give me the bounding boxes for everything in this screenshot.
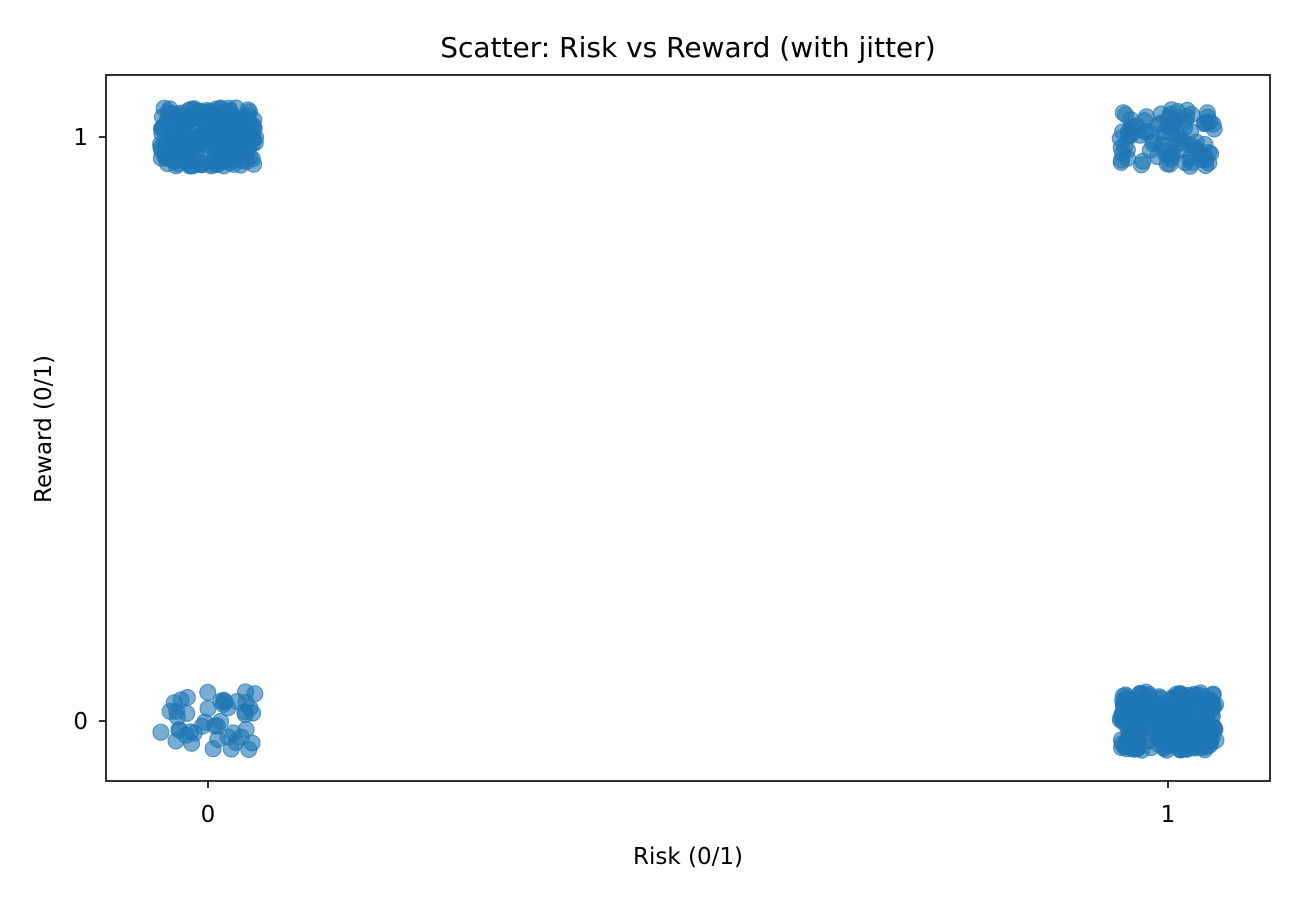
scatter-point (1195, 115, 1213, 133)
scatter-point (168, 702, 186, 720)
scatter-point (1124, 701, 1142, 718)
scatter-point (1179, 698, 1197, 715)
scatter-point (1147, 713, 1165, 731)
scatter-point (1152, 114, 1170, 132)
scatter-point (1192, 147, 1210, 165)
scatter-point (158, 112, 176, 130)
scatter-point (171, 134, 189, 152)
plot-frame (105, 74, 1271, 782)
scatter-point (199, 683, 217, 701)
y-tick-label-0: 0 (73, 709, 88, 735)
scatter-point (1133, 156, 1150, 174)
scatter-point (194, 132, 212, 149)
points-layer (152, 99, 1225, 759)
scatter-point (228, 110, 246, 127)
scatter-point (208, 156, 226, 174)
scatter-point (1151, 689, 1169, 707)
scatter-point (1119, 730, 1137, 748)
scatter-point (238, 139, 256, 157)
scatter-point (219, 699, 237, 717)
scatter-point (196, 713, 214, 731)
scatter-point (246, 685, 264, 703)
scatter-point (219, 728, 237, 746)
chart-title: Scatter: Risk vs Reward (with jitter) (440, 31, 935, 64)
scatter-point (232, 156, 250, 174)
scatter-point (1158, 741, 1176, 759)
scatter-point (243, 734, 261, 752)
scatter-point (1112, 153, 1130, 171)
scatter-point (1207, 731, 1225, 749)
scatter-point (178, 689, 196, 706)
scatter-point (207, 106, 225, 123)
scatter-point (1156, 145, 1174, 163)
scatter-point (1141, 141, 1159, 159)
x-tick-label-1: 1 (1161, 802, 1176, 828)
x-axis-label: Risk (0/1) (633, 844, 743, 870)
scatter-point (152, 723, 170, 741)
scatter-point (1181, 157, 1199, 175)
scatter-point (185, 724, 203, 742)
x-tick-label-0: 0 (201, 802, 216, 828)
scatter-point (244, 704, 262, 722)
scatter-point (1205, 698, 1223, 716)
scatter-point (152, 135, 170, 153)
scatter-point (1193, 718, 1211, 736)
scatter-point (171, 721, 189, 739)
scatter-point (204, 740, 222, 758)
scatter-point (1178, 740, 1196, 758)
y-axis-label: Reward (0/1) (31, 355, 57, 503)
scatter-point (158, 149, 176, 167)
scatter-point (239, 101, 257, 119)
scatter-point (1171, 685, 1189, 703)
scatter-point (180, 111, 198, 129)
y-tick-label-1: 1 (73, 125, 88, 151)
scatter-point (1191, 689, 1209, 707)
scatter-point (1119, 124, 1137, 142)
scatter-point (1176, 119, 1193, 137)
scatter-point (1117, 106, 1135, 124)
scatter-point (1183, 106, 1200, 123)
